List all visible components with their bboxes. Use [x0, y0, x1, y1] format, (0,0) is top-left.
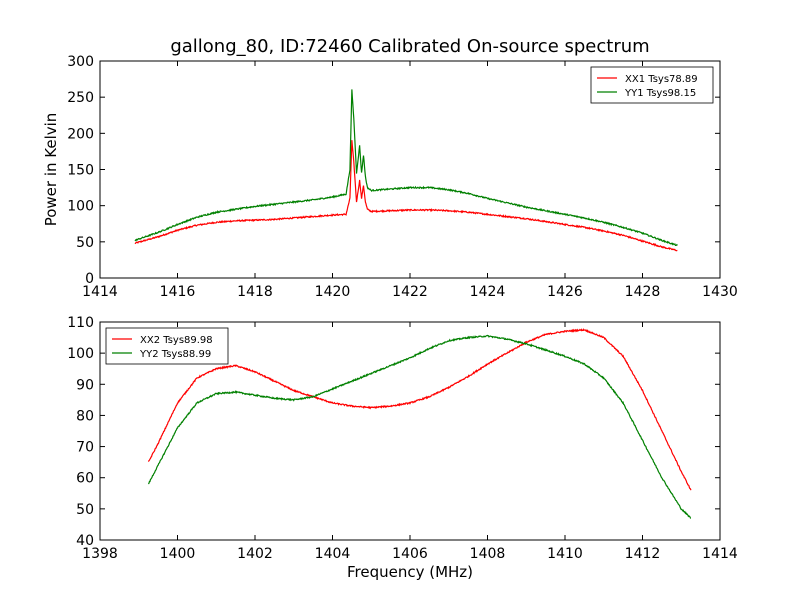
x-tick-label: 1424: [470, 284, 506, 300]
series-line-xx2: [147, 328, 692, 491]
figure-title: gallong_80, ID:72460 Calibrated On-sourc…: [170, 36, 649, 57]
x-tick-label: 1422: [392, 284, 428, 300]
series-line-yy2: [147, 334, 692, 519]
x-tick-label: 1420: [315, 284, 351, 300]
y-tick-label: 0: [85, 271, 94, 287]
legend-entry-label: YY1 Tsys98.15: [624, 88, 696, 99]
x-tick-label: 1416: [160, 284, 196, 300]
y-tick-label: 50: [76, 235, 94, 251]
series-line-yy1: [134, 89, 678, 246]
legend: XX2 Tsys89.98 YY2 Tsys88.99: [105, 327, 229, 365]
y-tick-label: 50: [76, 502, 94, 518]
y-tick-label: 90: [76, 377, 94, 393]
y-tick-label: 40: [76, 533, 94, 549]
top-panel-xx1-yy1: 1414 1416 1418 1420 1422 1424 1426 1428 1430 0 50 1…: [42, 54, 738, 300]
x-axis-label: Frequency (MHz): [347, 563, 473, 581]
bottom-panel-xx2-yy2: 1398 1400 1402 1404 1406 1408 1410 1412 1414 40 50…: [67, 315, 738, 581]
y-tick-label: 60: [76, 471, 94, 487]
legend-box: [590, 66, 714, 104]
y-tick-label: 300: [67, 54, 94, 70]
x-tick-label: 1428: [625, 284, 661, 300]
x-tick-label: 1406: [392, 546, 428, 562]
legend-entry-label: XX2 Tsys89.98: [140, 335, 213, 346]
x-tick-label: 1400: [160, 546, 196, 562]
y-axis-label: Power in Kelvin: [42, 113, 60, 227]
legend: XX1 Tsys78.89 YY1 Tsys98.15: [590, 66, 714, 104]
x-tick-label: 1418: [237, 284, 273, 300]
x-tick-label: 1414: [702, 546, 738, 562]
y-tick-label: 100: [67, 346, 94, 362]
y-tick-label: 100: [67, 199, 94, 215]
legend-entry-label: YY2 Tsys88.99: [139, 349, 211, 360]
x-tick-label: 1426: [547, 284, 583, 300]
y-tick-label: 70: [76, 440, 94, 456]
legend-box: [105, 327, 229, 365]
y-tick-label: 80: [76, 408, 94, 424]
y-tick-label: 200: [67, 126, 94, 142]
x-tick-label: 1430: [702, 284, 738, 300]
y-tick-label: 250: [67, 90, 94, 106]
y-tick-label: 150: [67, 163, 94, 179]
x-tick-label: 1398: [82, 546, 118, 562]
x-tick-label: 1404: [315, 546, 351, 562]
y-tick-label: 110: [67, 315, 94, 331]
legend-entry-label: XX1 Tsys78.89: [625, 74, 698, 85]
x-tick-label: 1402: [237, 546, 273, 562]
x-tick-label: 1408: [470, 546, 506, 562]
series-line-xx1: [134, 140, 678, 252]
x-tick-label: 1412: [625, 546, 661, 562]
x-tick-label: 1414: [82, 284, 118, 300]
x-tick-label: 1410: [547, 546, 583, 562]
